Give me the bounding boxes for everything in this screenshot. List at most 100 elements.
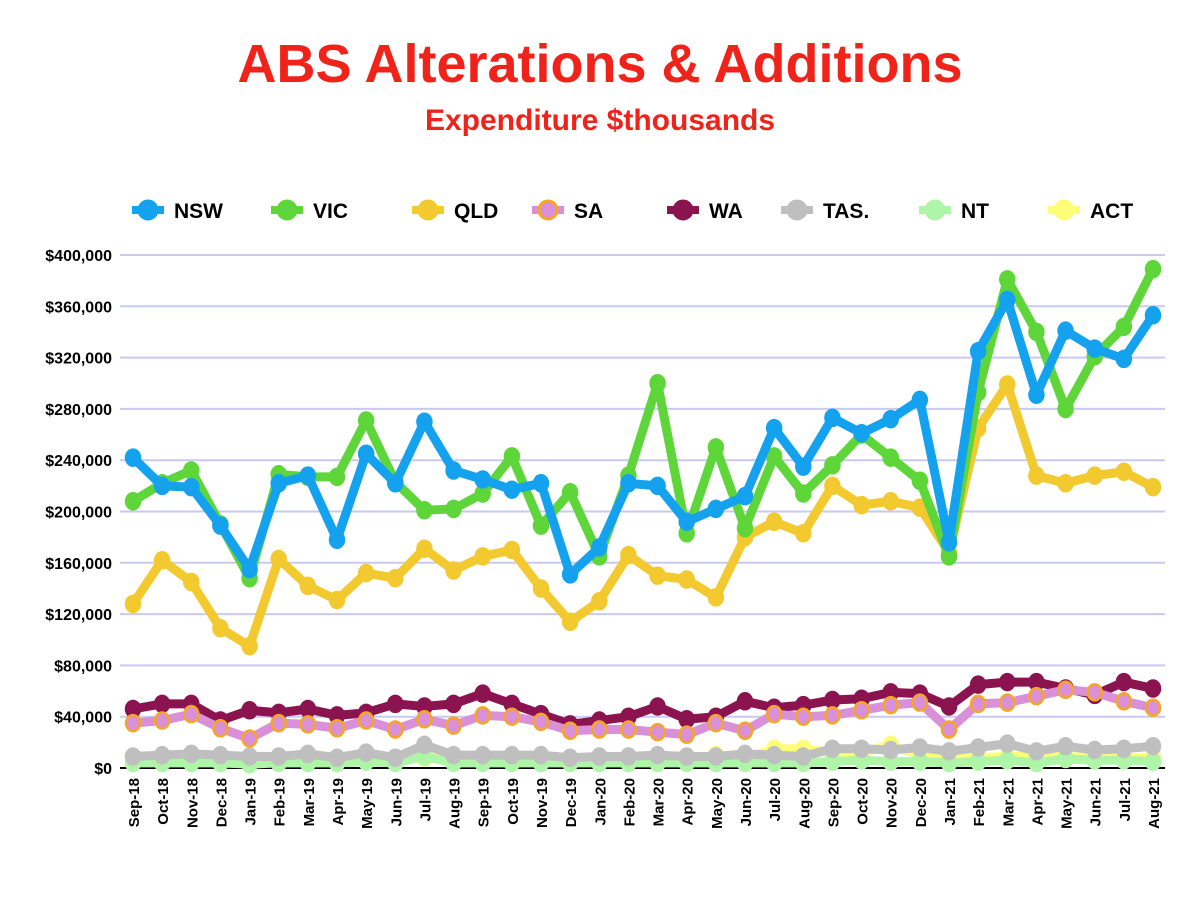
x-tick-label: Oct-19 xyxy=(505,778,522,825)
data-point xyxy=(824,456,841,475)
legend-item-sa: SA xyxy=(532,199,603,223)
data-point xyxy=(649,476,666,496)
data-point xyxy=(416,412,433,431)
data-point xyxy=(882,409,899,429)
data-point xyxy=(911,693,929,712)
data-point xyxy=(212,745,229,765)
data-point xyxy=(416,500,433,520)
data-point xyxy=(1115,739,1133,759)
data-point xyxy=(299,576,317,596)
y-axis: $0 $40,000 $80,000 $120,000 $160,000 $200,000… xyxy=(45,248,112,778)
data-point xyxy=(153,711,171,730)
legend-marker xyxy=(1053,199,1075,221)
x-tick-label: Nov-19 xyxy=(534,778,551,828)
legend-marker xyxy=(417,199,439,221)
data-point xyxy=(1115,462,1133,481)
x-tick-label: Aug-19 xyxy=(447,778,464,829)
data-point xyxy=(969,694,987,714)
data-point xyxy=(707,499,725,519)
y-tick-label: $280,000 xyxy=(45,402,112,419)
data-point xyxy=(328,467,346,487)
x-tick-label: Mar-20 xyxy=(651,778,668,826)
data-point xyxy=(707,588,725,607)
legend-item-wa: WA xyxy=(667,199,743,223)
data-point xyxy=(561,721,579,741)
x-tick-label: Sep-20 xyxy=(825,778,842,827)
x-tick-label: Jan-21 xyxy=(942,778,959,826)
data-point xyxy=(1028,385,1045,405)
data-point xyxy=(795,707,812,726)
chart-subtitle: Expenditure $thousands xyxy=(425,104,775,137)
y-tick-label: $80,000 xyxy=(54,658,112,675)
legend-label: WA xyxy=(709,200,743,223)
data-point xyxy=(882,695,899,715)
data-point xyxy=(153,745,171,765)
data-point xyxy=(474,684,491,703)
data-point xyxy=(1144,752,1162,771)
data-point xyxy=(940,720,958,739)
data-point xyxy=(591,747,608,766)
data-point xyxy=(678,710,695,729)
data-point xyxy=(1115,672,1133,692)
legend: NSW VIC QLD SA WA TAS. NT ACT xyxy=(132,199,1133,223)
x-tick-label: Jun-19 xyxy=(388,778,405,826)
data-point xyxy=(532,516,550,535)
legend-marker xyxy=(786,199,808,221)
x-tick-label: Jan-19 xyxy=(243,778,260,826)
data-point xyxy=(824,690,841,710)
data-point xyxy=(532,712,550,732)
data-point xyxy=(241,747,258,766)
data-point xyxy=(765,447,783,466)
data-point xyxy=(1144,679,1162,698)
data-point xyxy=(416,710,433,729)
x-tick-label: Sep-18 xyxy=(126,778,143,827)
data-point xyxy=(1086,466,1103,485)
data-point xyxy=(183,572,200,592)
data-point xyxy=(532,474,550,493)
legend-item-tas: TAS. xyxy=(781,199,869,223)
data-point xyxy=(1057,321,1074,340)
data-point xyxy=(299,715,317,734)
data-point xyxy=(1144,306,1162,325)
data-point xyxy=(387,568,404,588)
data-point xyxy=(620,474,637,493)
legend-marker xyxy=(137,199,159,221)
data-point xyxy=(183,744,200,764)
data-point xyxy=(503,707,521,726)
x-tick-label: Nov-18 xyxy=(184,778,201,828)
x-tick-label: May-19 xyxy=(359,778,376,829)
data-point xyxy=(707,438,725,457)
y-tick-label: $320,000 xyxy=(45,351,112,368)
data-point xyxy=(270,713,287,733)
data-point xyxy=(707,713,725,733)
chart-title: ABS Alterations & Additions xyxy=(237,34,962,94)
data-point xyxy=(328,748,346,767)
data-point xyxy=(387,694,404,714)
data-point xyxy=(561,483,579,502)
data-point xyxy=(795,524,812,543)
data-point xyxy=(241,559,258,579)
data-point xyxy=(474,547,491,566)
data-point xyxy=(1028,322,1045,342)
data-point xyxy=(474,706,491,725)
x-tick-label: Jul-21 xyxy=(1117,778,1134,821)
data-point xyxy=(1057,736,1074,756)
data-point xyxy=(940,742,958,761)
data-point xyxy=(270,549,287,569)
x-tick-label: May-21 xyxy=(1059,778,1076,829)
data-point xyxy=(707,747,725,766)
data-point xyxy=(212,718,229,738)
data-point xyxy=(561,612,579,632)
data-point xyxy=(445,694,462,714)
data-point xyxy=(736,518,754,538)
data-point xyxy=(270,747,287,766)
x-tick-label: Apr-21 xyxy=(1029,778,1046,826)
data-point xyxy=(853,424,870,443)
data-point xyxy=(503,480,521,499)
data-point xyxy=(445,561,462,580)
data-point xyxy=(999,672,1016,692)
data-point xyxy=(241,636,258,656)
data-point xyxy=(124,713,142,733)
data-point xyxy=(1144,259,1162,279)
y-tick-label: $120,000 xyxy=(45,607,112,624)
